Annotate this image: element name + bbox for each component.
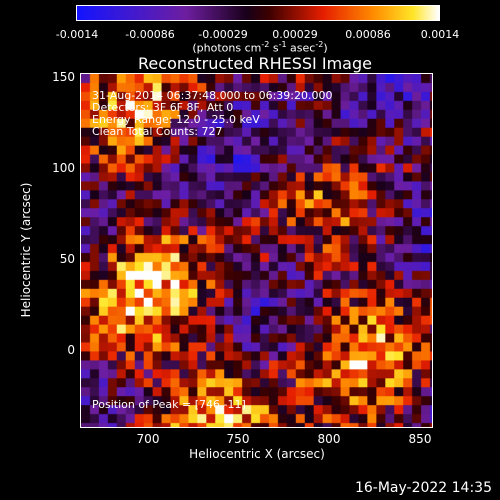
colorbar-tick: -0.0014 (55, 28, 99, 41)
x-tick-label: 700 (136, 432, 160, 446)
annotation-energy: Energy Range: 12.0 - 25.0 keV (92, 113, 260, 126)
colorbar-tick: -0.00029 (198, 28, 248, 41)
y-tick-label: 0 (67, 343, 75, 357)
colorbar-tick: 0.00086 (345, 28, 391, 41)
x-axis-label: Heliocentric X (arcsec) (189, 447, 325, 461)
y-tick-label: 50 (59, 252, 75, 266)
annotation-time: 31-Aug-2014 06:37:48.000 to 06:39:20.000 (92, 89, 333, 102)
colorbar-tick: -0.00086 (125, 28, 175, 41)
x-tick-label: 750 (226, 432, 250, 446)
heatmap-plot: 31-Aug-2014 06:37:48.000 to 06:39:20.000… (80, 73, 433, 428)
y-tick-label: 100 (52, 161, 75, 175)
plot-title: Reconstructed RHESSI Image (138, 54, 372, 73)
annotation-peak: Position of Peak = [746,-11] (92, 398, 246, 411)
colorbar-tick: 0.0014 (420, 28, 460, 41)
annotation-detectors: Detectors: 3F 6F 8F, Att 0 (92, 101, 234, 114)
colorbar (76, 5, 440, 21)
colorbar-unit-label: (photons cm-2 s-1 asec-2) (192, 40, 328, 55)
y-tick-label: 150 (52, 70, 75, 84)
heatmap-image (81, 74, 432, 427)
y-axis-label: Heliocentric Y (arcsec) (19, 182, 33, 318)
colorbar-tick: 0.00029 (272, 28, 318, 41)
annotation-counts: Clean Total Counts: 727 (92, 125, 223, 138)
x-tick-label: 800 (317, 432, 341, 446)
x-tick-label: 850 (408, 432, 432, 446)
timestamp: 16-May-2022 14:35 (354, 480, 492, 496)
